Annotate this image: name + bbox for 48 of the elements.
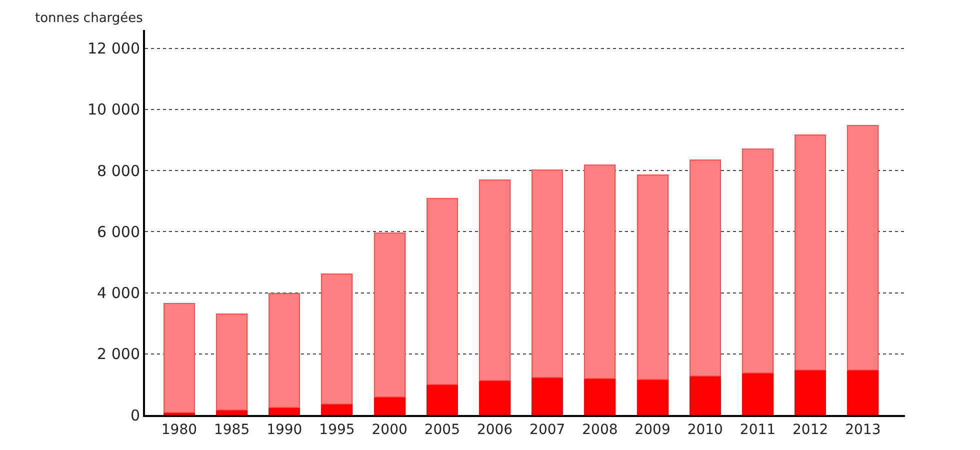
bar bbox=[584, 378, 616, 415]
bar bbox=[742, 148, 774, 374]
x-tick-label: 1985 bbox=[214, 422, 250, 438]
bar bbox=[742, 372, 774, 415]
y-tick-label: 4 000 bbox=[97, 284, 140, 302]
y-axis-title: tonnes chargées bbox=[35, 11, 144, 26]
bar bbox=[532, 376, 564, 415]
x-tick-label: 1995 bbox=[319, 422, 355, 438]
bar bbox=[794, 134, 826, 371]
bar bbox=[636, 174, 668, 380]
bar bbox=[374, 396, 406, 415]
x-tick-label: 2011 bbox=[740, 422, 776, 438]
bar bbox=[268, 407, 300, 415]
x-tick-label: 1990 bbox=[266, 422, 302, 438]
y-tick-label: 10 000 bbox=[88, 100, 140, 119]
x-tick-label: 2005 bbox=[424, 422, 460, 438]
bar bbox=[374, 232, 406, 398]
bar bbox=[268, 293, 300, 408]
bar bbox=[689, 159, 721, 376]
y-tick-label: 2 000 bbox=[97, 345, 140, 364]
x-tick-label: 2013 bbox=[845, 422, 881, 438]
bar bbox=[426, 384, 458, 415]
bar bbox=[216, 314, 248, 411]
bar bbox=[163, 302, 195, 414]
bar bbox=[321, 404, 353, 415]
x-tick-label: 2008 bbox=[582, 422, 618, 438]
bar bbox=[636, 378, 668, 415]
bar bbox=[479, 380, 511, 415]
bar bbox=[847, 124, 879, 370]
y-tick-label: 12 000 bbox=[88, 40, 140, 58]
y-tick-label: 6 000 bbox=[97, 222, 140, 241]
bar bbox=[321, 274, 353, 404]
bar bbox=[689, 375, 721, 415]
bar bbox=[532, 169, 564, 378]
x-tick-label: 1980 bbox=[161, 422, 198, 438]
x-tick-label: 2007 bbox=[530, 422, 566, 438]
x-tick-label: 2009 bbox=[634, 422, 670, 438]
bar bbox=[426, 198, 458, 385]
x-tick-label: 2010 bbox=[687, 422, 723, 438]
x-tick-label: 2000 bbox=[372, 422, 408, 438]
bar bbox=[479, 180, 511, 381]
bar bbox=[847, 369, 879, 415]
bar bbox=[584, 164, 616, 379]
bar bbox=[794, 370, 826, 415]
x-tick-label: 2006 bbox=[476, 422, 513, 438]
x-tick-label: 2012 bbox=[792, 422, 828, 438]
y-tick-label: 0 bbox=[130, 406, 140, 424]
y-tick-label: 8 000 bbox=[97, 162, 140, 180]
